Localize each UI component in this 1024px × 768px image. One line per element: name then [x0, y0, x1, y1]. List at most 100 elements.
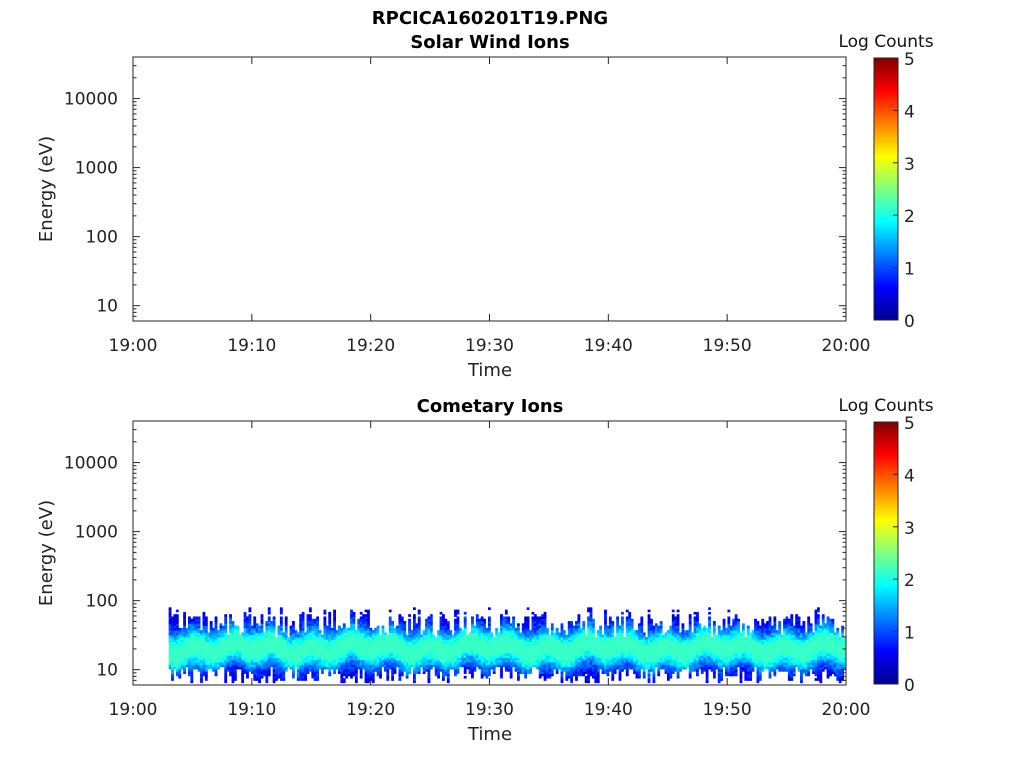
spectrogram-cell	[311, 637, 315, 640]
spectrogram-cell	[263, 655, 266, 658]
spectrogram-cell	[589, 669, 593, 672]
spectrogram-cell	[449, 648, 453, 652]
spectrogram-cell	[301, 643, 305, 647]
spectrogram-cell	[558, 662, 561, 665]
spectrogram-cell	[429, 637, 433, 640]
spectrogram-cell	[195, 659, 199, 663]
spectrogram-cell	[386, 641, 390, 645]
spectrogram-cell	[616, 630, 619, 633]
spectrogram-cell	[168, 664, 172, 668]
spectrogram-cell	[381, 641, 385, 645]
spectrogram-cell	[168, 632, 172, 636]
spectrogram-cell	[548, 671, 552, 674]
spectrogram-cell	[652, 657, 656, 661]
spectrogram-cell	[664, 643, 668, 647]
spectrogram-cell	[260, 618, 264, 622]
spectrogram-cell	[572, 643, 576, 647]
spectrogram-cell	[514, 655, 518, 658]
spectrogram-cell	[340, 669, 344, 672]
spectrogram-cell	[185, 637, 189, 640]
y-tick-label: 10	[96, 297, 118, 317]
spectrogram-cell	[403, 632, 407, 636]
spectrogram-cell	[253, 666, 257, 670]
spectrogram-cell	[640, 618, 644, 622]
spectrogram-cell	[354, 678, 358, 681]
spectrogram-cell	[359, 618, 363, 622]
spectrogram-cell	[652, 662, 656, 665]
spectrogram-cell	[188, 627, 191, 631]
spectrogram-cell	[202, 669, 206, 672]
spectrogram-cell	[190, 627, 194, 631]
spectrogram-cell	[437, 659, 440, 663]
spectrogram-cell	[325, 648, 329, 652]
spectrogram-cell	[533, 632, 537, 636]
spectrogram-cell	[233, 632, 237, 636]
spectrogram-cell	[625, 621, 629, 624]
spectrogram-cell	[350, 673, 353, 677]
spectrogram-cell	[217, 666, 220, 670]
spectrogram-cell	[335, 637, 339, 640]
spectrogram-cell	[555, 655, 559, 658]
spectrogram-cell	[628, 632, 632, 636]
spectrogram-cell	[579, 641, 583, 645]
spectrogram-cell	[483, 641, 486, 645]
spectrogram-cell	[642, 673, 646, 677]
spectrogram-cell	[671, 653, 675, 656]
spectrogram-cell	[507, 664, 511, 668]
spectrogram-cell	[606, 655, 610, 658]
spectrogram-cell	[584, 671, 588, 674]
spectrogram-cell	[233, 625, 237, 629]
spectrogram-cell	[475, 643, 479, 647]
spectrogram-cell	[524, 664, 528, 668]
spectrogram-cell	[248, 625, 252, 629]
spectrogram-cell	[357, 662, 361, 665]
spectrogram-cell	[224, 630, 228, 633]
spectrogram-cell	[284, 664, 288, 668]
spectrogram-cell	[357, 646, 361, 649]
spectrogram-cell	[519, 648, 523, 652]
spectrogram-cell	[417, 621, 421, 624]
spectrogram-cell	[509, 662, 513, 665]
spectrogram-cell	[204, 639, 208, 642]
spectrogram-cell	[325, 627, 329, 631]
spectrogram-cell	[340, 648, 344, 652]
spectrogram-cell	[577, 669, 581, 672]
spectrogram-cell	[611, 623, 615, 626]
spectrogram-cell	[584, 675, 588, 679]
spectrogram-cell	[572, 641, 576, 645]
spectrogram-cell	[582, 630, 586, 633]
spectrogram-cell	[357, 639, 361, 642]
spectrogram-cell	[403, 637, 407, 640]
spectrogram-cell	[432, 641, 436, 645]
spectrogram-cell	[357, 648, 361, 652]
spectrogram-cell	[304, 643, 307, 647]
spectrogram-cell	[398, 659, 402, 663]
spectrogram-cell	[575, 623, 578, 626]
spectrogram-cell	[640, 625, 644, 629]
spectrogram-cell	[306, 630, 310, 633]
spectrogram-cell	[613, 637, 617, 640]
spectrogram-cell	[337, 637, 341, 640]
spectrogram-cell	[277, 643, 281, 647]
spectrogram-cell	[608, 650, 612, 654]
spectrogram-cell	[359, 641, 363, 645]
spectrogram-cell	[265, 630, 269, 633]
spectrogram-cell	[659, 662, 663, 665]
spectrogram-cell	[246, 646, 249, 649]
spectrogram-cell	[388, 623, 392, 626]
spectrogram-cell	[601, 666, 605, 670]
spectrogram-cell	[531, 625, 535, 629]
spectrogram-cell	[282, 637, 286, 640]
spectrogram-cell	[405, 650, 409, 654]
spectrogram-cell	[197, 669, 201, 672]
spectrogram-cell	[243, 641, 247, 645]
spectrogram-cell	[381, 632, 385, 636]
spectrogram-cell	[669, 648, 673, 652]
spectrogram-cell	[270, 627, 274, 631]
spectrogram-cell	[190, 675, 194, 679]
spectrogram-cell	[381, 646, 385, 649]
spectrogram-cell	[325, 634, 329, 638]
spectrogram-cell	[630, 641, 634, 645]
spectrogram-cell	[381, 634, 385, 638]
spectrogram-cell	[408, 653, 411, 656]
